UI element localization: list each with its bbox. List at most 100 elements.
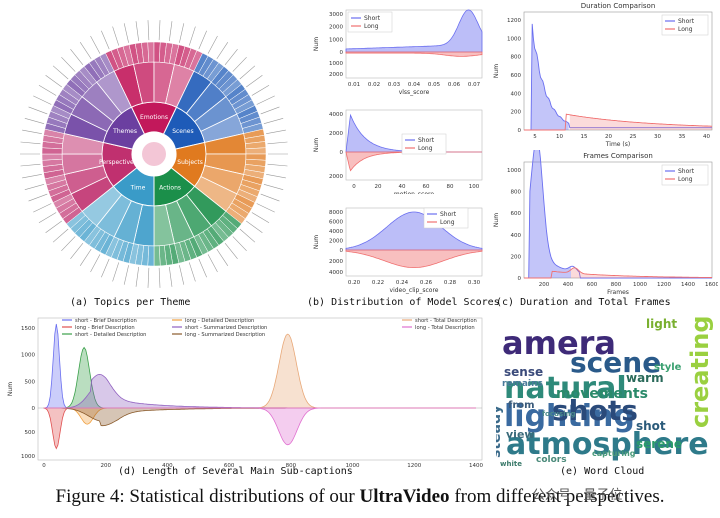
chart-clip-series-short	[345, 211, 483, 251]
sunburst-label-2: Subjects	[177, 159, 203, 166]
sunburst-tick-0-2	[123, 23, 129, 43]
chart-clip-ytick-top-3: 2000	[329, 239, 343, 245]
chart-motion-ytick-top-2: 0	[340, 150, 344, 156]
subcap-xtick-6: 1200	[407, 463, 421, 469]
sunburst-tick-5-9	[22, 129, 42, 134]
chart-frames-ytick-3: 600	[511, 211, 522, 217]
chart-clip-ytick-bottom-1: 4000	[329, 270, 343, 276]
chart-clip-xlabel: video_clip_score	[390, 287, 439, 294]
subcap-xtick-5: 1000	[346, 463, 360, 469]
wordcloud-word-2: natural	[504, 371, 627, 406]
chart-clip-xtick-4: 0.28	[444, 280, 457, 286]
chart-duration-series-long-fill	[569, 114, 712, 130]
subcap-ytick-top-3: 0	[32, 406, 36, 412]
wordcloud-word-5: atmosphere	[506, 427, 709, 462]
subcap-xtick-0: 0	[42, 463, 46, 469]
subcap-ytick-bottom-0: 500	[25, 430, 36, 436]
chart-vlss-ytick-bottom-0: 1000	[329, 61, 343, 67]
wordcloud-word-0: amera	[502, 324, 616, 362]
subcap-legend-label-5: long - Summarized Description	[185, 332, 265, 338]
chart-clip: 0.20 0.22 0.24 0.26 0.28 0.30 8000 6000 4000 2000…	[313, 207, 483, 294]
wordcloud-word-20: capturing	[592, 449, 636, 458]
sunburst-chart: Emotions Scenes Subjects Actions Time Perspec…	[20, 20, 288, 288]
sunburst-tick-5-4	[24, 184, 45, 190]
chart-duration-ytick-5: 1000	[507, 36, 521, 42]
chart-clip-xtick-3: 0.26	[420, 280, 433, 286]
duration-panel: Duration Comparison 5 10 15 20 25 30 35 40 0 200 40…	[490, 0, 718, 300]
sunburst-tick-1-5	[246, 74, 263, 88]
chart-vlss-xtick-5: 0.06	[448, 82, 461, 88]
caption-b: (b) Distribution of Model Scores	[307, 297, 500, 308]
sunburst-tick-6-5	[52, 65, 69, 80]
figure-caption-bold: UltraVideo	[359, 486, 450, 507]
subcap-ytick-top-0: 1500	[21, 326, 35, 332]
sunburst-tick-6-3	[38, 85, 57, 96]
wordcloud-word-1: scene	[570, 346, 661, 379]
sunburst-tick-0-4	[147, 20, 150, 41]
sunburst-tick-5-1	[38, 212, 57, 223]
sunburst-tick-1-6	[251, 85, 270, 96]
chart-duration-legend-label-0: Short	[678, 18, 695, 25]
sunburst-tick-3-5	[198, 258, 207, 278]
sunburst-tick-6-0	[24, 118, 45, 124]
chart-clip-ytick-top-2: 4000	[329, 229, 343, 235]
chart-clip-xtick-1: 0.22	[372, 280, 384, 286]
chart-vlss-ytick-top-1: 2000	[329, 25, 343, 31]
chart-frames-legend-label-1: Long	[678, 176, 693, 183]
chart-frames-xlabel: Frames	[607, 289, 629, 296]
wordcloud-word-17: colors	[536, 455, 567, 465]
subcap-ylabel: Num	[7, 382, 14, 396]
caption-e: (e) Word Cloud	[560, 466, 645, 477]
chart-frames-legend-box	[661, 164, 709, 186]
chart-duration-xtick-2: 15	[581, 134, 588, 140]
wordcloud-word-4: shots	[552, 394, 638, 427]
chart-duration-legend-label-1: Long	[678, 26, 693, 33]
sunburst-tick-4-3	[112, 262, 120, 282]
sunburst-tick-2-4	[266, 174, 286, 179]
chart-clip-ytick-top-1: 6000	[329, 220, 343, 226]
chart-clip-legend-label-1: Long	[440, 219, 455, 226]
wordcloud-word-8: warm	[626, 371, 664, 385]
chart-vlss: 0.01 0.02 0.03 0.04 0.05 0.06 0.07 3000 2000 1000…	[313, 9, 483, 96]
chart-duration-ylabel: Num	[493, 64, 500, 78]
sunburst-tick-1-9	[263, 118, 284, 124]
caption-a: (a) Topics per Theme	[70, 297, 191, 308]
sunburst-tick-0-0	[101, 30, 110, 50]
chart-clip-ytick-bottom-0: 2000	[329, 259, 343, 265]
subcap-legend-label-0: short - Brief Description	[75, 318, 137, 324]
chart-clip-legend-label-0: Short	[440, 211, 457, 218]
wordcloud-word-15: steady	[496, 405, 504, 458]
wordcloud-word-11: view	[506, 428, 535, 441]
figure-caption: Figure 4: Statistical distributions of o…	[0, 486, 720, 508]
sunburst-center-icon	[142, 142, 166, 166]
subcap-xtick-7: 1400	[469, 463, 483, 469]
sunburst-tick-5-8	[20, 141, 41, 145]
chart-motion: 0 20 40 60 80 100 4000 2000 0 2000 motion_score Num…	[313, 109, 483, 194]
sunburst-tick-1-1	[216, 42, 229, 60]
sunburst-label-4: Time	[130, 184, 146, 191]
sunburst-tick-3-4	[207, 254, 218, 273]
sunburst-tick-3-2	[224, 242, 238, 259]
chart-duration-xlabel: Time (s)	[605, 141, 630, 148]
subcap-ytick-top-1: 1000	[21, 353, 35, 359]
sunburst-tick-6-7	[70, 49, 84, 66]
chart-vlss-ylabel: Num	[313, 37, 320, 51]
chart-frames-xtick-4: 1000	[633, 282, 647, 288]
chart-duration-legend-box	[661, 14, 709, 36]
sunburst-tick-2-7	[256, 203, 275, 213]
chart-duration-xtick-6: 35	[679, 134, 686, 140]
sunburst-tick-6-2	[33, 95, 52, 105]
sunburst-tick-6-8	[79, 42, 92, 60]
wordcloud-word-9: sense	[504, 365, 543, 379]
sunburst-tick-3-6	[188, 262, 196, 282]
sunburst-tick-3-8	[169, 266, 173, 287]
chart-vlss-ytick-bottom-1: 2000	[329, 72, 343, 78]
chart-vlss-xtick-4: 0.05	[428, 82, 441, 88]
sunburst-label-0: Emotions	[140, 114, 168, 121]
sunburst-tick-6-1	[28, 106, 48, 115]
sunburst-tick-1-4	[239, 65, 256, 80]
sunburst-tick-4-7	[70, 242, 84, 259]
sunburst-tick-4-9	[52, 228, 69, 243]
sunburst-tick-2-8	[251, 212, 270, 223]
